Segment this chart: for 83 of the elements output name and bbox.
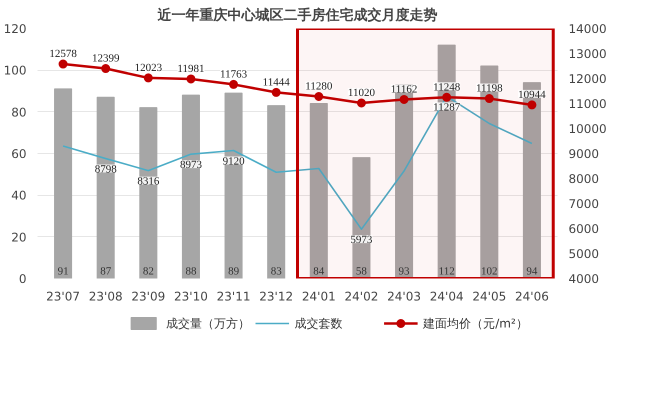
data-label: 11020 bbox=[348, 87, 376, 99]
point bbox=[400, 94, 409, 104]
data-label: 83 bbox=[270, 266, 282, 278]
y2-tick-label: 11000 bbox=[568, 97, 607, 111]
data-label: 12399 bbox=[92, 52, 120, 65]
y-tick-label: 100 bbox=[4, 64, 26, 78]
x-tick-label: 24'03 bbox=[387, 290, 421, 304]
y-tick-label: 120 bbox=[4, 22, 26, 36]
legend-label: 建面均价（元/m²） bbox=[422, 316, 528, 330]
point bbox=[356, 98, 366, 108]
chart-title: 近一年重庆中心城区二手房住宅成交月度走势 bbox=[156, 6, 438, 24]
x-tick-label: 23'10 bbox=[174, 290, 208, 304]
point bbox=[186, 74, 196, 84]
bar bbox=[310, 103, 328, 278]
y-tick-label: 40 bbox=[11, 188, 27, 203]
data-label: 11248 bbox=[433, 81, 461, 94]
point bbox=[442, 92, 452, 102]
data-label: 11981 bbox=[177, 62, 204, 75]
point bbox=[484, 94, 494, 104]
data-label: 84 bbox=[313, 266, 325, 278]
x-tick-label: 24'06 bbox=[515, 290, 549, 304]
data-label: 8798 bbox=[94, 164, 118, 176]
data-label: 91 bbox=[58, 266, 69, 278]
data-label: 58 bbox=[356, 266, 368, 278]
y-tick-label: 0 bbox=[18, 272, 27, 286]
y-tick-label: 80 bbox=[11, 105, 27, 120]
x-tick-label: 23'11 bbox=[216, 290, 250, 304]
point bbox=[58, 60, 68, 69]
x-tick-label: 23'09 bbox=[131, 290, 166, 304]
y2-tick-label: 13000 bbox=[568, 47, 607, 61]
point bbox=[272, 88, 281, 97]
data-label: 9120 bbox=[222, 156, 246, 168]
data-label: 8973 bbox=[180, 159, 202, 172]
data-label: 11198 bbox=[476, 82, 504, 95]
legend-label: 成交套数 bbox=[294, 316, 343, 330]
y2-tick-label: 14000 bbox=[568, 22, 607, 36]
data-label: 82 bbox=[142, 266, 154, 278]
bar bbox=[224, 92, 243, 278]
bar bbox=[96, 96, 115, 278]
point bbox=[101, 64, 110, 74]
data-label: 8316 bbox=[137, 176, 160, 188]
y2-tick-label: 7000 bbox=[568, 197, 600, 211]
y2-tick-label: 9000 bbox=[568, 147, 600, 161]
data-label: 11763 bbox=[220, 68, 248, 80]
y2-tick-label: 10000 bbox=[568, 122, 607, 136]
y2-tick-label: 5000 bbox=[568, 247, 600, 261]
y2-tick-label: 8000 bbox=[568, 172, 600, 186]
data-label: 94 bbox=[526, 266, 538, 278]
y2-tick-label: 12000 bbox=[568, 72, 607, 86]
data-label: 11287 bbox=[433, 101, 461, 114]
x-tick-label: 24'04 bbox=[430, 290, 464, 304]
bar bbox=[182, 94, 200, 278]
y2-tick-label: 6000 bbox=[568, 222, 600, 236]
data-label: 10944 bbox=[518, 88, 546, 101]
y2-tick-label: 4000 bbox=[568, 272, 600, 286]
data-label: 102 bbox=[481, 266, 498, 278]
data-label: 88 bbox=[185, 266, 197, 278]
data-label: 89 bbox=[228, 266, 240, 278]
x-tick-label: 24'02 bbox=[344, 290, 378, 304]
data-label: 12023 bbox=[134, 62, 163, 74]
point bbox=[144, 73, 153, 82]
point bbox=[314, 92, 324, 101]
legend-label: 成交量（万方） bbox=[166, 316, 250, 330]
y-tick-label: 20 bbox=[11, 230, 27, 244]
data-label: 12578 bbox=[49, 48, 78, 60]
x-tick-label: 23'08 bbox=[88, 290, 123, 304]
point bbox=[527, 100, 536, 110]
y-tick-label: 60 bbox=[11, 147, 27, 161]
data-label: 11162 bbox=[390, 83, 418, 96]
bar bbox=[54, 88, 72, 278]
x-tick-label: 23'12 bbox=[259, 290, 294, 304]
x-tick-label: 24'01 bbox=[302, 290, 336, 304]
data-label: 11444 bbox=[262, 76, 290, 88]
x-tick-label: 24'05 bbox=[472, 290, 506, 304]
x-tick-label: 23'07 bbox=[46, 290, 80, 304]
data-label: 87 bbox=[100, 266, 112, 278]
data-label: 93 bbox=[398, 266, 410, 278]
bar bbox=[139, 107, 158, 278]
data-label: 112 bbox=[438, 266, 455, 278]
point bbox=[229, 80, 238, 89]
data-label: 11280 bbox=[305, 80, 333, 92]
data-label: 5973 bbox=[350, 234, 373, 246]
bar bbox=[267, 105, 286, 278]
